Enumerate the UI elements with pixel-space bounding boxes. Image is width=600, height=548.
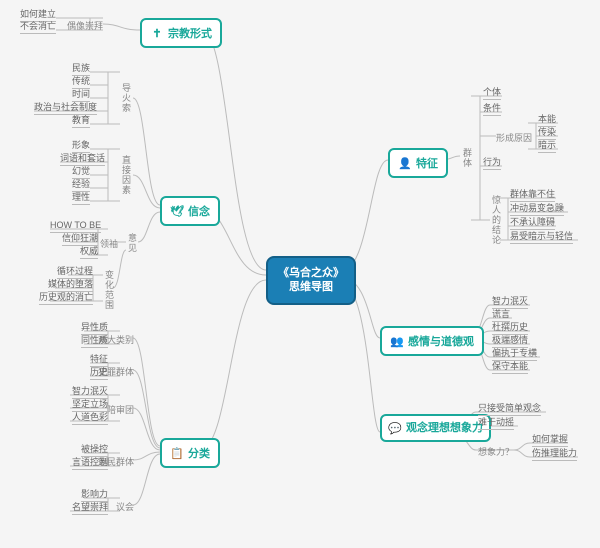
- classify-g5-0[interactable]: 影响力: [81, 490, 108, 502]
- traits-concl-3[interactable]: 易受暗示与轻信: [510, 232, 573, 244]
- traits-concl-1[interactable]: 冲动易变急躁: [510, 204, 564, 216]
- traits-simple-1[interactable]: 条件: [483, 104, 501, 116]
- branch-belief[interactable]: 🕊 信念: [160, 196, 220, 226]
- traits-conclusion-label: 惊人的结论: [490, 195, 503, 245]
- belief-g1-0[interactable]: 民族: [72, 64, 90, 76]
- root-node[interactable]: 《乌合之众》 思维导图: [266, 256, 356, 305]
- branch-classify[interactable]: 📋 分类: [160, 438, 220, 468]
- traits-concl-2[interactable]: 不承认障碍: [510, 218, 555, 230]
- traits-simple-0[interactable]: 个体: [483, 88, 501, 100]
- emotion-0[interactable]: 智力泯灭: [492, 297, 528, 309]
- classify-g4-1[interactable]: 言语控制: [72, 458, 108, 470]
- belief-g2-4[interactable]: 理性: [72, 193, 90, 205]
- belief-g3-label: 领袖: [100, 237, 118, 250]
- belief-g3-0[interactable]: HOW TO BE: [50, 221, 101, 233]
- traits-cause-1[interactable]: 传染: [538, 128, 556, 140]
- people-icon: 👥: [390, 334, 404, 348]
- root-line2: 思维导图: [289, 281, 333, 293]
- traits-cause-label: 形成原因: [496, 131, 532, 144]
- belief-g4-1[interactable]: 媒体的堕落: [48, 280, 93, 292]
- branch-religion-label: 宗教形式: [168, 25, 212, 41]
- belief-g1-label: 导火索: [120, 83, 133, 113]
- belief-g3-2[interactable]: 权威: [80, 247, 98, 259]
- branch-belief-label: 信念: [188, 203, 210, 219]
- classify-g3-label: 陪审团: [107, 403, 134, 416]
- belief-g4-0[interactable]: 循环过程: [57, 267, 93, 279]
- emotion-4[interactable]: 偏执于专横: [492, 349, 537, 361]
- chat-icon: 💬: [388, 421, 402, 435]
- classify-g1-0[interactable]: 异性质: [81, 323, 108, 335]
- traits-concl-0[interactable]: 群体靠不住: [510, 190, 555, 202]
- branch-ideas-label: 观念理想想象力: [406, 422, 483, 434]
- traits-cause-0[interactable]: 本能: [538, 115, 556, 127]
- belief-g4-2[interactable]: 历史观的消亡: [39, 293, 93, 305]
- belief-g2-1[interactable]: 词语和套话: [60, 154, 105, 166]
- belief-g2-3[interactable]: 经验: [72, 180, 90, 192]
- ideas-imagine-0[interactable]: 如何掌握: [532, 435, 568, 447]
- belief-g2-0[interactable]: 形象: [72, 141, 90, 153]
- traits-cause-2[interactable]: 暗示: [538, 141, 556, 153]
- belief-g3-1[interactable]: 信仰狂潮: [62, 234, 98, 246]
- belief-g3-parent: 意见: [126, 233, 139, 253]
- belief-g1-4[interactable]: 教育: [72, 116, 90, 128]
- traits-parent-label: 群体: [461, 148, 474, 168]
- traits-behavior[interactable]: 行为: [483, 158, 501, 170]
- emotion-3[interactable]: 极端感情: [492, 336, 528, 348]
- branch-traits[interactable]: 👤 特征: [388, 148, 448, 178]
- religion-group-label: 偶像崇拜: [67, 19, 103, 32]
- belief-g2-2[interactable]: 幻觉: [72, 167, 90, 179]
- emotion-5[interactable]: 保守本能: [492, 362, 528, 374]
- branch-religion[interactable]: ✝ 宗教形式: [140, 18, 222, 48]
- classify-g3-1[interactable]: 坚定立场: [72, 400, 108, 412]
- classify-g2-0[interactable]: 特征: [90, 355, 108, 367]
- classify-g2-1[interactable]: 历史: [90, 368, 108, 380]
- ideas-simple-1[interactable]: 难于动摇: [478, 418, 514, 430]
- ideas-imagine-label: 想象力？: [478, 445, 514, 458]
- belief-g1-1[interactable]: 传统: [72, 77, 90, 89]
- emotion-1[interactable]: 谎言: [492, 310, 510, 322]
- emotion-2[interactable]: 杜撰历史: [492, 323, 528, 335]
- branch-emotion[interactable]: 👥 感情与道德观: [380, 326, 484, 356]
- cross-icon: ✝: [150, 26, 164, 40]
- belief-g1-3[interactable]: 政治与社会制度: [34, 103, 97, 115]
- dove-icon: 🕊: [170, 204, 184, 218]
- branch-emotion-label: 感情与道德观: [408, 333, 474, 349]
- classify-g3-0[interactable]: 智力泯灭: [72, 387, 108, 399]
- person-icon: 👤: [398, 156, 412, 170]
- branch-classify-label: 分类: [188, 445, 210, 461]
- ideas-imagine-1[interactable]: 伤推理能力: [532, 449, 577, 461]
- classify-g3-2[interactable]: 人道色彩: [72, 413, 108, 425]
- classify-g5-label: 议会: [116, 500, 134, 513]
- classify-g1-1[interactable]: 同性质: [81, 336, 108, 348]
- belief-g2-label: 直接因素: [120, 155, 133, 195]
- ideas-simple-0[interactable]: 只接受简单观念: [478, 404, 541, 416]
- classify-g4-0[interactable]: 被操控: [81, 445, 108, 457]
- branch-ideas[interactable]: 💬 观念理想想象力: [380, 414, 491, 442]
- belief-g4-label: 变化范围: [103, 270, 116, 310]
- branch-traits-label: 特征: [416, 155, 438, 171]
- root-line1: 《乌合之众》: [278, 267, 344, 279]
- religion-item-1[interactable]: 不会消亡: [20, 22, 56, 34]
- classify-g5-1[interactable]: 名望崇拜: [72, 503, 108, 515]
- clipboard-icon: 📋: [170, 446, 184, 460]
- belief-g1-2[interactable]: 时间: [72, 90, 90, 102]
